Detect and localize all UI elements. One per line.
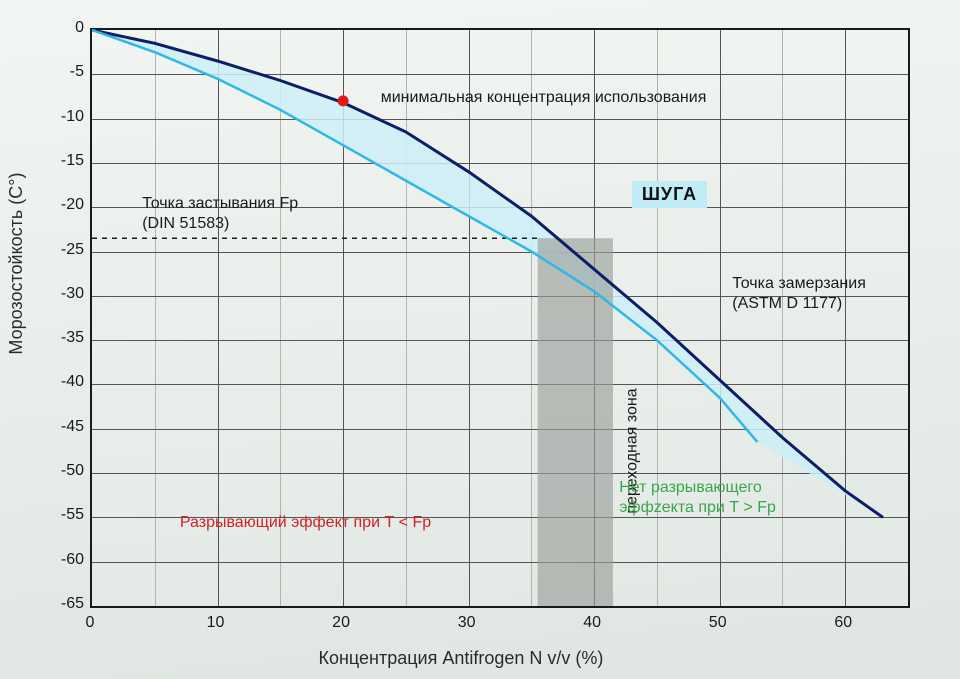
y-tick: -55 <box>34 506 84 524</box>
annotation-shuga: ШУГА <box>632 181 707 208</box>
x-tick: 20 <box>332 614 350 632</box>
y-tick: -35 <box>34 329 84 347</box>
annotation-pour-point: Точка застывания Fp(DIN 51583) <box>142 194 298 234</box>
y-tick: -65 <box>34 595 84 613</box>
annotation-no-burst: Нет разрывающегоэффzекта при Т > Fp <box>619 478 776 518</box>
y-tick: -30 <box>34 285 84 303</box>
annotation-min-concentration: минимальная концентрация использования <box>381 88 707 108</box>
y-tick: 0 <box>34 19 84 37</box>
annotation-burst-effect: Разрывающий эффект при Т < Fp <box>180 513 431 533</box>
y-tick: -5 <box>34 63 84 81</box>
x-tick: 60 <box>834 614 852 632</box>
y-tick: -25 <box>34 241 84 259</box>
x-tick: 50 <box>709 614 727 632</box>
y-tick: -60 <box>34 551 84 569</box>
x-tick: 0 <box>86 614 95 632</box>
x-tick: 30 <box>458 614 476 632</box>
x-tick: 10 <box>207 614 225 632</box>
transition-band <box>538 238 613 606</box>
y-tick: -40 <box>34 373 84 391</box>
y-tick: -20 <box>34 196 84 214</box>
x-axis-label: Концентрация Antifrogen N v/v (%) <box>318 648 603 669</box>
chart-page: Морозостойкость (С°) Концентрация Antifr… <box>0 0 960 679</box>
annotation-freezing-point: Точка замерзания(ASTM D 1177) <box>732 274 866 314</box>
x-tick: 40 <box>583 614 601 632</box>
plot-area: минимальная концентрация использования Т… <box>90 28 910 608</box>
y-tick: -50 <box>34 462 84 480</box>
y-tick: -10 <box>34 108 84 126</box>
y-axis-label: Морозостойкость (С°) <box>6 173 27 355</box>
shuga-label: ШУГА <box>632 181 707 208</box>
y-tick: -15 <box>34 152 84 170</box>
y-tick: -45 <box>34 418 84 436</box>
